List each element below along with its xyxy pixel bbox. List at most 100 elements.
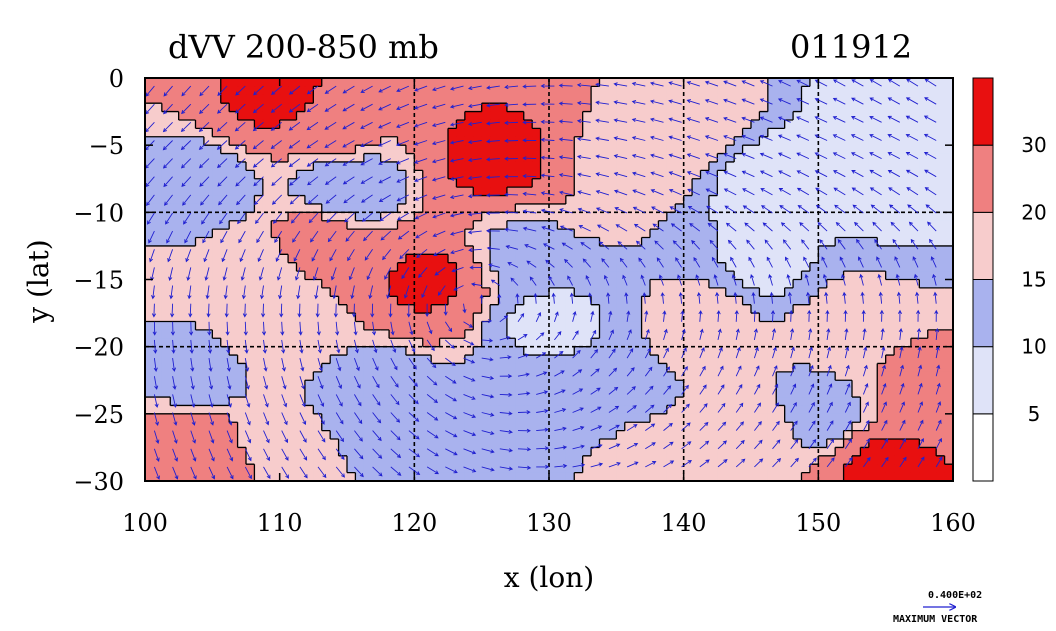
field-cell	[591, 380, 601, 390]
field-cell	[927, 338, 937, 348]
field-cell	[784, 86, 794, 96]
field-cell	[666, 86, 676, 96]
field-cell	[515, 170, 525, 180]
field-cell	[220, 313, 230, 323]
field-cell	[532, 145, 542, 155]
field-cell	[355, 86, 365, 96]
field-cell	[700, 313, 710, 323]
field-cell	[405, 170, 415, 180]
field-cell	[624, 346, 634, 356]
field-cell	[624, 103, 634, 113]
field-cell	[944, 237, 953, 247]
field-cell	[843, 94, 853, 104]
field-cell	[313, 380, 323, 390]
field-cell	[793, 136, 803, 146]
field-cell	[675, 355, 685, 365]
field-cell	[405, 313, 415, 323]
field-cell	[734, 472, 744, 481]
field-cell	[675, 187, 685, 197]
field-cell	[742, 187, 752, 197]
field-cell	[591, 78, 601, 87]
field-cell	[751, 346, 761, 356]
field-cell	[161, 287, 171, 297]
field-cell	[809, 380, 819, 390]
field-cell	[145, 187, 155, 197]
field-cell	[599, 338, 609, 348]
x-tick-label: 150	[795, 509, 841, 537]
field-cell	[464, 321, 474, 331]
field-cell	[161, 136, 171, 146]
field-cell	[877, 78, 887, 87]
field-cell	[734, 388, 744, 398]
field-cell	[767, 178, 777, 188]
field-cell	[279, 405, 289, 415]
field-cell	[515, 397, 525, 407]
field-cell	[523, 321, 533, 331]
field-cell	[885, 287, 895, 297]
field-cell	[641, 279, 651, 289]
field-cell	[784, 203, 794, 213]
field-cell	[826, 455, 836, 465]
field-cell	[187, 220, 197, 230]
field-cell	[852, 178, 862, 188]
field-cell	[742, 78, 752, 87]
field-cell	[700, 229, 710, 239]
field-cell	[523, 195, 533, 205]
field-cell	[683, 388, 693, 398]
field-cell	[894, 455, 904, 465]
field-cell	[498, 245, 508, 255]
field-cell	[330, 86, 340, 96]
field-cell	[708, 422, 718, 432]
field-cell	[246, 287, 256, 297]
field-cell	[389, 287, 399, 297]
field-cell	[549, 304, 559, 314]
field-cell	[532, 195, 542, 205]
field-cell	[355, 321, 365, 331]
field-cell	[607, 321, 617, 331]
field-cell	[633, 397, 643, 407]
field-cell	[565, 346, 575, 356]
field-cell	[498, 187, 508, 197]
field-cell	[296, 430, 306, 440]
field-cell	[203, 472, 213, 481]
field-cell	[700, 464, 710, 474]
field-cell	[658, 237, 668, 247]
field-cell	[776, 363, 786, 373]
field-cell	[666, 287, 676, 297]
field-cell	[431, 229, 441, 239]
field-cell	[414, 128, 424, 138]
field-cell	[582, 321, 592, 331]
field-cell	[767, 271, 777, 281]
field-cell	[658, 94, 668, 104]
field-cell	[304, 111, 314, 121]
field-cell	[658, 430, 668, 440]
field-cell	[944, 296, 953, 306]
field-cell	[481, 111, 491, 121]
field-cell	[675, 229, 685, 239]
field-cell	[473, 103, 483, 113]
field-cell	[321, 229, 331, 239]
field-cell	[650, 128, 660, 138]
field-cell	[313, 313, 323, 323]
field-cell	[599, 430, 609, 440]
field-cell	[481, 145, 491, 155]
field-cell	[212, 128, 222, 138]
field-cell	[793, 111, 803, 121]
field-cell	[549, 455, 559, 465]
field-cell	[624, 464, 634, 474]
field-cell	[422, 153, 432, 163]
field-cell	[330, 203, 340, 213]
field-cell	[372, 220, 382, 230]
field-cell	[220, 212, 230, 222]
field-cell	[439, 145, 449, 155]
field-cell	[389, 279, 399, 289]
field-cell	[321, 78, 331, 87]
field-cell	[481, 371, 491, 381]
field-cell	[809, 254, 819, 264]
field-cell	[894, 212, 904, 222]
field-cell	[801, 422, 811, 432]
field-cell	[490, 413, 500, 423]
field-cell	[321, 254, 331, 264]
field-cell	[338, 430, 348, 440]
field-cell	[220, 103, 230, 113]
